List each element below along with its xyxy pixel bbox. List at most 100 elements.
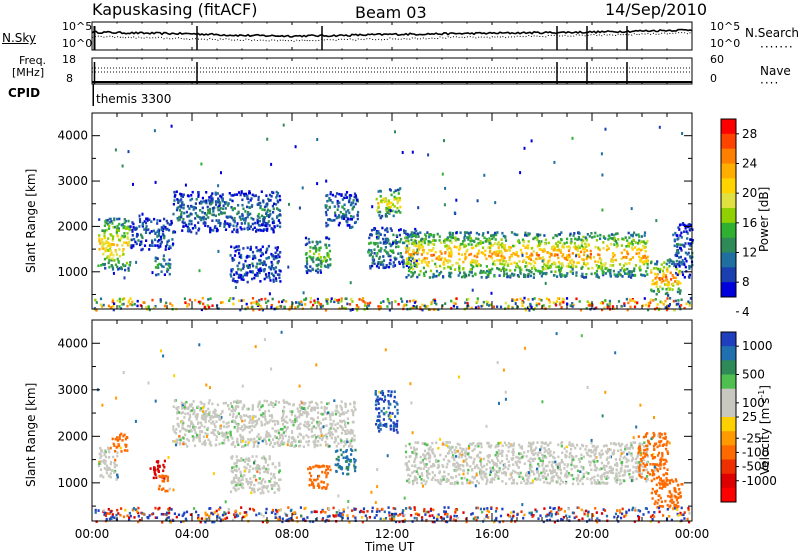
- power-cell-12: [186, 305, 189, 308]
- power-cell-3: [247, 222, 250, 225]
- power-cell-9: [410, 275, 413, 279]
- power-cell-9: [445, 244, 448, 247]
- power-cell-11: [682, 244, 685, 247]
- power-cell-12: [165, 301, 168, 305]
- power-cell-0: [122, 248, 125, 251]
- power-cell-4: [258, 258, 261, 262]
- power-cell-12: [652, 299, 655, 302]
- power-cell-5: [306, 242, 309, 246]
- power-cell-3: [239, 193, 242, 197]
- vel-cell-9: [460, 477, 463, 480]
- vel-cell-4: [321, 436, 324, 440]
- power-cell-12: [522, 301, 525, 304]
- power-cell-3: [188, 222, 191, 226]
- vel-cell-8: [389, 394, 392, 398]
- power-cell-9: [561, 264, 564, 268]
- power-cell-9: [503, 245, 506, 249]
- power-cell-9: [448, 274, 451, 277]
- power-cell-10: [659, 267, 662, 271]
- power-cell-7: [397, 209, 400, 213]
- power-cell-6: [345, 210, 348, 214]
- vel-cell-4: [205, 409, 208, 413]
- power-cell-3: [197, 193, 200, 196]
- power-cell-9: [409, 263, 412, 266]
- power-cell-9: [607, 268, 610, 272]
- power-cell-5: [305, 269, 308, 273]
- power-cell-4: [230, 270, 233, 273]
- power-speckle: [316, 182, 319, 186]
- power-cell-4: [235, 280, 238, 284]
- power-cell-3: [209, 230, 212, 234]
- power-cell-6: [349, 226, 353, 229]
- vel-cell-4: [258, 437, 261, 441]
- power-cell-9: [440, 252, 443, 255]
- power-cell-4: [263, 277, 266, 281]
- power-cell-9: [475, 237, 478, 240]
- power-cell-3: [211, 192, 214, 195]
- power-cell-9: [560, 238, 563, 242]
- power-cell-11: [684, 242, 687, 245]
- power-cell-9: [540, 240, 543, 243]
- power-cell-3: [172, 202, 175, 206]
- power-cell-3: [225, 215, 228, 219]
- power-cell-3: [197, 228, 200, 232]
- power-cell-1: [145, 239, 148, 242]
- power-cell-12: [523, 296, 526, 300]
- vel-cell-4: [172, 425, 175, 428]
- power-cell-1: [140, 248, 143, 252]
- vel-cell-6: [325, 486, 328, 489]
- vel-cell-9: [621, 442, 624, 446]
- power-cell-3: [221, 199, 224, 203]
- vel-cell-5: [256, 470, 259, 473]
- vel-cell-4: [239, 427, 242, 430]
- vel-cell-9: [553, 456, 556, 460]
- power-cell-12: [282, 298, 285, 302]
- power-cell-10: [650, 289, 654, 293]
- vel-cell-5: [267, 490, 270, 493]
- vel-cell-5: [264, 458, 268, 462]
- power-cell-12: [251, 305, 254, 309]
- power-cell-8: [399, 240, 402, 244]
- power-cell-9: [494, 238, 497, 241]
- vel-cell-4: [294, 440, 297, 443]
- vel-cell-4: [252, 445, 255, 448]
- power-cell-3: [240, 190, 243, 193]
- power-cell-9: [603, 264, 606, 267]
- power-cell-1: [153, 217, 156, 221]
- power-cell-12: [361, 298, 364, 302]
- vel-cell-4: [181, 411, 184, 414]
- power-cell-12: [318, 303, 321, 307]
- vel-cell-4: [346, 432, 349, 435]
- power-cell-7: [399, 187, 402, 190]
- vel-cell-4: [299, 422, 302, 426]
- power-cell-9: [517, 240, 520, 243]
- power-cell-9: [644, 260, 647, 263]
- power-cell-2: [162, 257, 165, 261]
- power-cell-3: [206, 211, 210, 215]
- power-cell-4: [238, 255, 241, 258]
- vel-cell-4: [302, 401, 305, 405]
- power-cell-9: [604, 267, 607, 270]
- power-cell-4: [265, 275, 268, 279]
- power-cell-1: [136, 233, 139, 237]
- vel-cell-0: [104, 455, 108, 459]
- power-cell-6: [327, 223, 330, 227]
- vel-cell-4: [207, 407, 210, 411]
- power-cell-4: [248, 265, 251, 269]
- vel-cell-9: [546, 474, 549, 477]
- power-cell-9: [530, 270, 533, 274]
- power-cell-9: [585, 273, 588, 276]
- power-cell-5: [325, 236, 328, 240]
- vel-cell-4: [229, 402, 232, 405]
- power-cell-12: [363, 304, 367, 307]
- power-cell-9: [519, 268, 522, 272]
- power-cell-3: [276, 224, 279, 228]
- power-cell-4: [246, 280, 249, 284]
- power-cell-9: [569, 241, 572, 245]
- vel-cell-4: [281, 428, 284, 431]
- vel-cell-4: [200, 424, 203, 427]
- vel-cell-5: [232, 476, 236, 480]
- vel-cell-8: [395, 401, 398, 404]
- power-cell-9: [646, 239, 649, 243]
- power-cell-9: [630, 240, 634, 243]
